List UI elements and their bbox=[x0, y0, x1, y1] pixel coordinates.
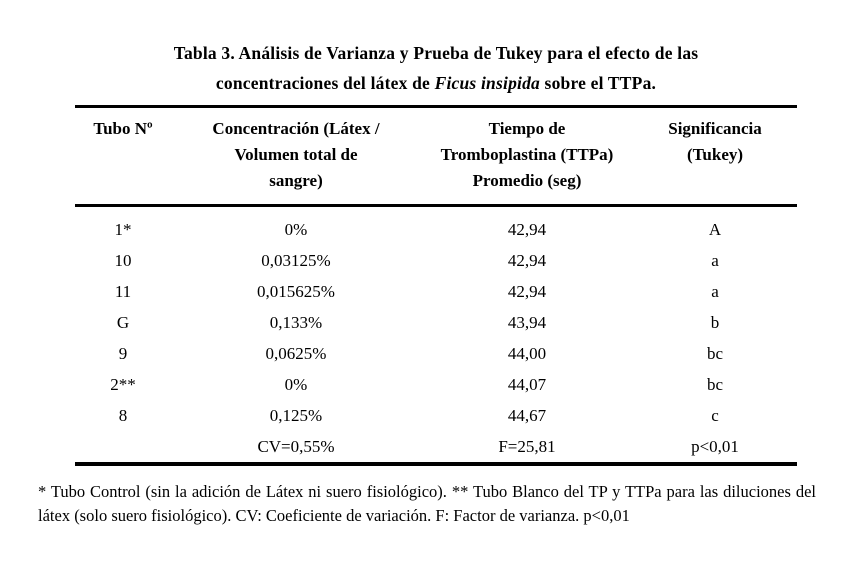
table-cell: bc bbox=[706, 343, 724, 363]
table-cell: 10 bbox=[114, 250, 132, 270]
table-cell: a bbox=[711, 281, 719, 301]
table-cell: 8 bbox=[118, 405, 128, 425]
table-footnote: * Tubo Control (sin la adición de Látex … bbox=[38, 482, 816, 525]
table-cell: 44,07 bbox=[507, 374, 547, 394]
table-row: 11 0,015625% 42,94 a bbox=[75, 276, 797, 307]
table-row: 9 0,0625% 44,00 bc bbox=[75, 338, 797, 369]
table-cell: F=25,81 bbox=[498, 436, 556, 456]
table-cell: b bbox=[710, 312, 720, 332]
table-cell: 0% bbox=[284, 374, 308, 394]
table-cell: a bbox=[711, 250, 719, 270]
table-row: 8 0,125% 44,67 c bbox=[75, 400, 797, 431]
table-cell: p<0,01 bbox=[691, 436, 739, 456]
table-cell: 11 bbox=[114, 281, 132, 301]
table-cell: G bbox=[116, 312, 130, 332]
caption-line1: Tabla 3. Análisis de Varianza y Prueba d… bbox=[173, 43, 699, 63]
table-cell bbox=[75, 431, 171, 464]
table-cell: A bbox=[708, 219, 722, 239]
table-cell: 9 bbox=[118, 343, 128, 363]
table-cell: bc bbox=[706, 374, 724, 394]
caption-line2-post: sobre el TTPa. bbox=[539, 73, 657, 93]
column-header: Concentración (Látex / Volumen total de sa… bbox=[171, 106, 421, 207]
table-cell: 0% bbox=[284, 219, 308, 239]
column-header: Tiempo de Tromboplastina (TTPa) Promedio (… bbox=[421, 106, 633, 207]
table-cell: 42,94 bbox=[507, 250, 547, 270]
column-header: Significancia (Tukey) bbox=[633, 106, 797, 207]
table-row: 10 0,03125% 42,94 a bbox=[75, 245, 797, 276]
table-cell: CV=0,55% bbox=[257, 436, 335, 456]
table-row: CV=0,55% F=25,81 p<0,01 bbox=[75, 431, 797, 464]
table-cell: 0,03125% bbox=[261, 250, 331, 270]
table-cell: 0,133% bbox=[269, 312, 323, 332]
table-cell: 0,015625% bbox=[257, 281, 335, 301]
column-header: Tubo Nº bbox=[75, 106, 171, 207]
table-cell: 44,00 bbox=[507, 343, 547, 363]
anova-tukey-table: Tubo Nº Concentración (Látex / Volumen tot… bbox=[75, 105, 797, 466]
table-cell: 42,94 bbox=[507, 281, 547, 301]
caption-line2-pre: concentraciones del látex de bbox=[215, 73, 435, 93]
table-caption: Tabla 3. Análisis de Varianza y Prueba d… bbox=[75, 38, 797, 98]
table-header: Tubo Nº Concentración (Látex / Volumen tot… bbox=[75, 106, 797, 207]
species-name: Ficus insipida bbox=[434, 73, 540, 93]
table-body: 1* 0% 42,94 A 10 0,03125% 42,94 a 11 0,015625% 42,… bbox=[75, 206, 797, 465]
table-row: G 0,133% 43,94 b bbox=[75, 307, 797, 338]
table-cell: 1* bbox=[114, 219, 132, 239]
table-cell: c bbox=[711, 405, 719, 425]
table-cell: 0,0625% bbox=[265, 343, 327, 363]
table-cell: 44,67 bbox=[507, 405, 547, 425]
table-cell: 42,94 bbox=[507, 219, 547, 239]
table-row: 2** 0% 44,07 bc bbox=[75, 369, 797, 400]
table-cell: 2** bbox=[110, 374, 136, 394]
table-cell: 0,125% bbox=[269, 405, 323, 425]
header-row: Tubo Nº Concentración (Látex / Volumen tot… bbox=[75, 106, 797, 207]
table-row: 1* 0% 42,94 A bbox=[75, 206, 797, 246]
table-cell: 43,94 bbox=[507, 312, 547, 332]
